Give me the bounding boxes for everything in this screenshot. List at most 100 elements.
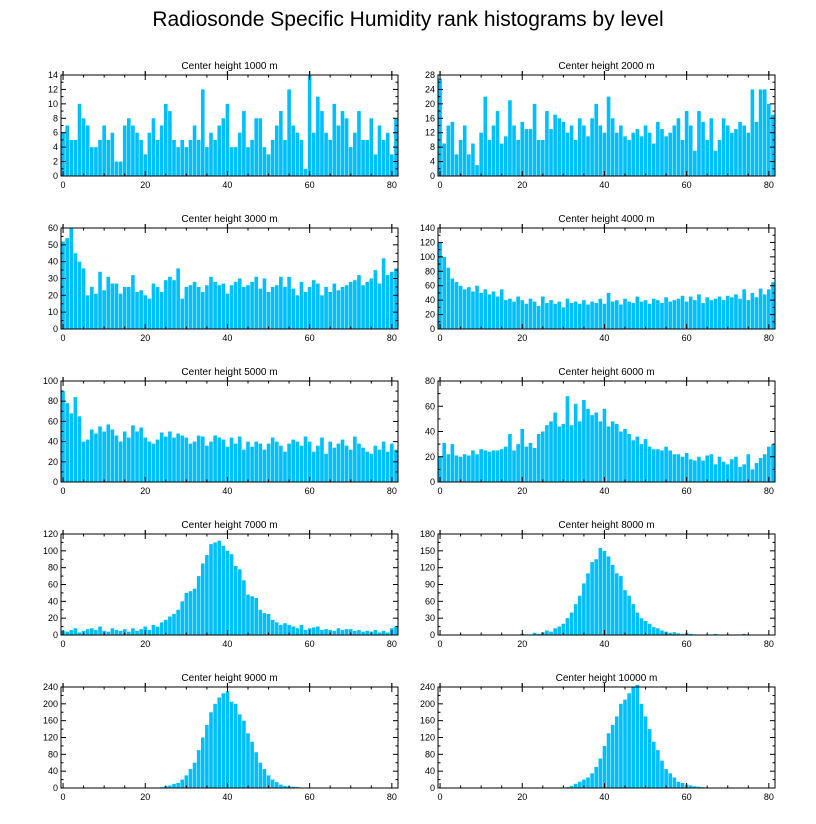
histogram-bar: [221, 283, 226, 329]
histogram-bar: [528, 129, 533, 176]
histogram-bar: [577, 303, 582, 329]
histogram-bar: [274, 125, 279, 176]
histogram-bar: [233, 443, 238, 482]
histogram-bar: [734, 456, 738, 482]
histogram-bar: [701, 121, 705, 176]
histogram-bar: [458, 285, 463, 329]
histogram-bar: [647, 623, 652, 635]
histogram-bar: [528, 442, 533, 482]
histogram-bar: [697, 456, 701, 482]
histogram-bar: [656, 300, 660, 329]
y-tick-label: 40: [48, 596, 58, 606]
histogram-bar: [725, 464, 730, 482]
x-tick-label: 20: [140, 639, 150, 649]
y-tick-label: 120: [420, 733, 435, 743]
histogram-bar: [569, 303, 574, 329]
histogram-bar: [266, 775, 271, 789]
histogram-bar: [487, 451, 492, 482]
histogram-bar: [340, 629, 345, 635]
histogram-panel: Center height 1000 m 0 2 4 6 8 10 12 14 0 20 40 60 80: [48, 61, 399, 190]
histogram-bar: [353, 436, 357, 482]
histogram-bar: [357, 275, 361, 329]
x-tick-label: 80: [387, 486, 397, 496]
histogram-bar: [598, 548, 603, 635]
x-tick-label: 80: [387, 792, 397, 802]
y-tick-label: 14: [48, 70, 58, 80]
histogram-bar: [734, 129, 738, 176]
histogram-bar: [291, 786, 296, 788]
histogram-bar: [205, 555, 209, 635]
histogram-bar: [582, 583, 586, 635]
histogram-panel: Center height 6000 m 0 20 40 60 80 0 20 40 60 80: [425, 367, 776, 496]
histogram-bar: [85, 439, 90, 482]
y-tick-label: 4: [430, 157, 435, 167]
histogram-bar: [180, 601, 185, 635]
histogram-bar: [303, 436, 308, 482]
histogram-bar: [573, 604, 578, 635]
histogram-bar: [250, 281, 254, 329]
histogram-bar: [348, 147, 353, 176]
histogram-bar: [651, 298, 656, 329]
histogram-bar: [135, 132, 139, 176]
histogram-bar: [717, 139, 722, 176]
histogram-bar: [557, 301, 562, 329]
y-tick-label: 40: [425, 295, 435, 305]
histogram-bar: [619, 576, 623, 635]
histogram-bar: [299, 445, 304, 482]
histogram-bar: [676, 454, 681, 482]
histogram-bar: [176, 609, 180, 635]
histogram-bar: [619, 431, 623, 482]
histogram-bar: [573, 783, 578, 788]
histogram-bar: [188, 769, 193, 788]
x-tick-label: 0: [438, 333, 443, 343]
histogram-bar: [110, 628, 115, 635]
y-tick-label: 180: [420, 529, 435, 539]
histogram-bar: [196, 139, 201, 176]
histogram-bar: [586, 573, 590, 635]
plot-frame: [60, 533, 399, 636]
histogram-bar: [348, 449, 353, 482]
histogram-bar: [742, 464, 746, 482]
histogram-panel: Center height 7000 m 0 20 40 60 80 100 120 0 20 40…: [43, 520, 399, 649]
histogram-bar: [237, 436, 242, 482]
y-tick-label: 140: [420, 223, 435, 233]
histogram-bar: [561, 121, 566, 176]
histogram-bar: [561, 423, 566, 482]
histogram-bar: [258, 443, 263, 482]
x-tick-label: 40: [599, 180, 609, 190]
histogram-bar: [279, 276, 283, 329]
histogram-bar: [664, 446, 668, 482]
histogram-bar: [176, 268, 180, 329]
histogram-bar: [475, 454, 479, 482]
histogram-bar: [163, 280, 168, 329]
histogram-bar: [557, 118, 562, 176]
histogram-bar: [143, 154, 148, 176]
histogram-bar: [627, 595, 631, 635]
histogram-bar: [446, 454, 451, 482]
histogram-bar: [291, 125, 296, 176]
histogram-bar: [647, 303, 652, 329]
histogram-bar: [569, 425, 574, 482]
y-tick-label: 40: [425, 766, 435, 776]
histogram-bar: [188, 443, 193, 482]
x-tick-label: 0: [61, 180, 66, 190]
histogram-bar: [713, 633, 718, 635]
histogram-bar: [491, 125, 496, 176]
histogram-bar: [299, 139, 304, 176]
histogram-bar: [81, 441, 86, 482]
histogram-bar: [274, 285, 279, 329]
histogram-bar: [619, 703, 623, 788]
histogram-panel: Center height 5000 m 0 20 40 60 80 100 0 20 40 60 8…: [43, 367, 399, 496]
y-tick-label: 16: [425, 113, 435, 123]
y-tick-label: 80: [425, 376, 435, 386]
histogram-bar: [536, 305, 541, 329]
histogram-bar: [512, 450, 516, 482]
y-tick-label: 40: [48, 437, 58, 447]
y-tick-label: 0: [430, 171, 435, 181]
histogram-bar: [365, 139, 369, 176]
histogram-bar: [122, 431, 127, 482]
x-tick-label: 40: [222, 180, 232, 190]
y-tick-label: 20: [425, 452, 435, 462]
histogram-bar: [758, 89, 763, 176]
histogram-bar: [213, 703, 217, 788]
